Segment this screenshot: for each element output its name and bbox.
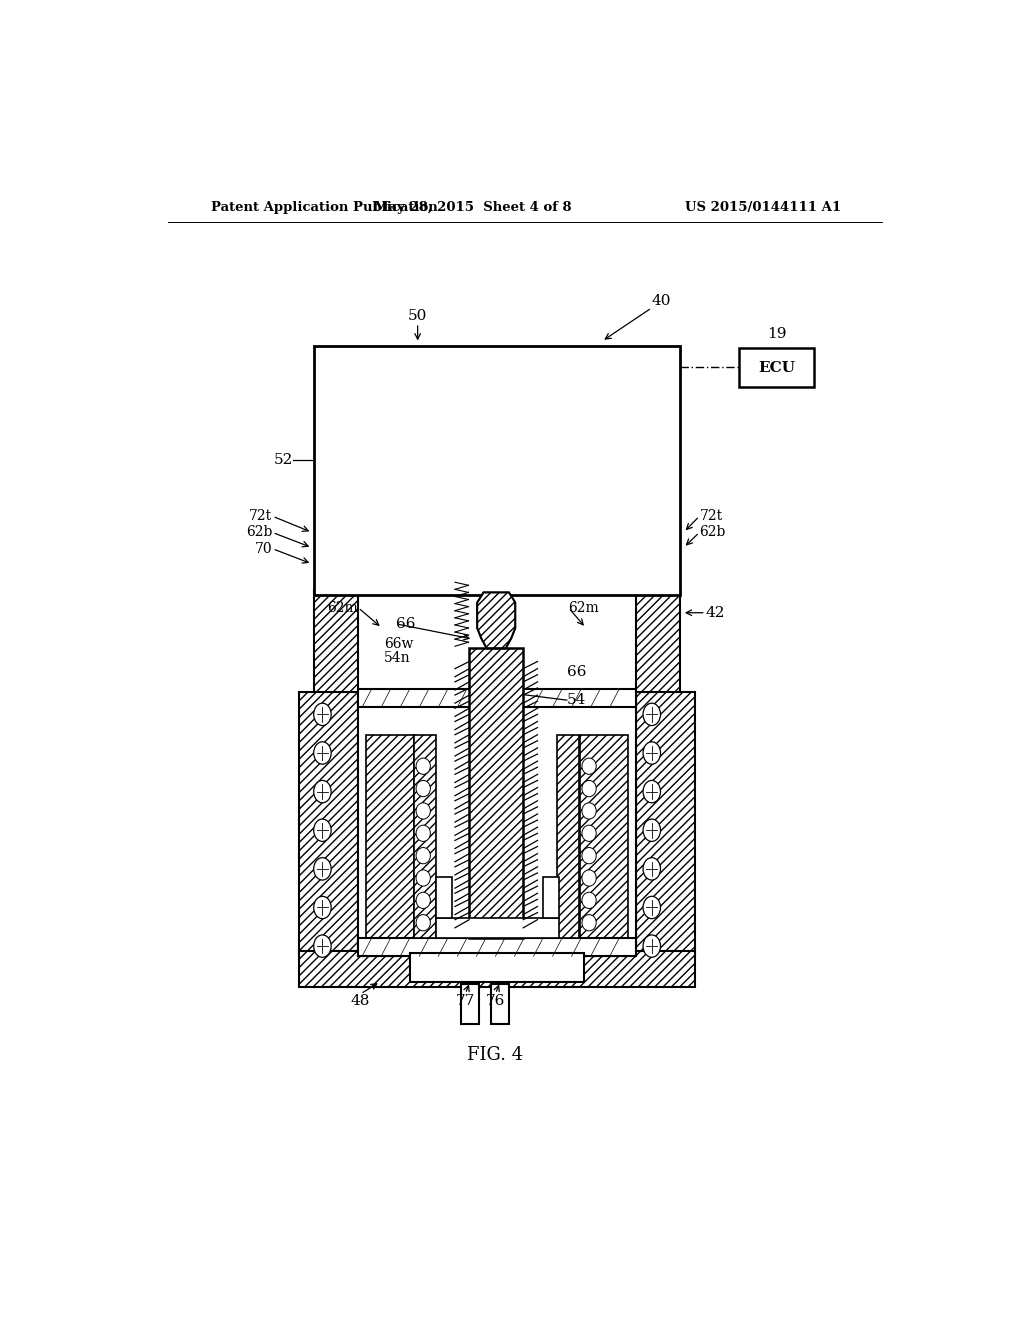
- Text: 66: 66: [567, 665, 587, 678]
- Ellipse shape: [582, 780, 596, 797]
- Bar: [436, 917, 559, 939]
- Text: 62m: 62m: [568, 601, 599, 615]
- Bar: [436, 876, 452, 917]
- Circle shape: [313, 780, 331, 803]
- Circle shape: [643, 896, 660, 919]
- Text: 19: 19: [767, 327, 786, 342]
- Text: 42: 42: [706, 606, 725, 619]
- Ellipse shape: [416, 847, 430, 863]
- Text: 62b: 62b: [246, 525, 272, 540]
- Text: Patent Application Publication: Patent Application Publication: [211, 201, 438, 214]
- Text: 70: 70: [255, 541, 272, 556]
- Bar: [557, 735, 579, 939]
- Bar: [314, 346, 680, 595]
- Bar: [739, 348, 814, 387]
- Ellipse shape: [416, 825, 430, 841]
- Text: 66: 66: [396, 616, 416, 631]
- Text: 54n: 54n: [384, 652, 411, 665]
- Text: 54: 54: [567, 693, 586, 708]
- Text: 76: 76: [485, 994, 505, 1008]
- Ellipse shape: [582, 892, 596, 908]
- Ellipse shape: [582, 803, 596, 818]
- Bar: [358, 689, 636, 708]
- Circle shape: [313, 818, 331, 841]
- Ellipse shape: [416, 780, 430, 797]
- Bar: [492, 983, 509, 1024]
- Ellipse shape: [416, 758, 430, 775]
- Bar: [543, 876, 559, 917]
- Bar: [410, 953, 585, 982]
- Bar: [299, 952, 695, 987]
- Circle shape: [643, 742, 660, 764]
- Circle shape: [313, 704, 331, 726]
- Text: FIG. 4: FIG. 4: [467, 1045, 522, 1064]
- Ellipse shape: [416, 803, 430, 818]
- Text: 62b: 62b: [699, 525, 726, 540]
- Text: ECU: ECU: [758, 360, 796, 375]
- Circle shape: [313, 896, 331, 919]
- Ellipse shape: [582, 825, 596, 841]
- Text: 66w: 66w: [384, 638, 414, 651]
- Bar: [358, 702, 636, 956]
- Ellipse shape: [582, 758, 596, 775]
- Circle shape: [313, 935, 331, 957]
- Text: US 2015/0144111 A1: US 2015/0144111 A1: [685, 201, 841, 214]
- Bar: [299, 692, 358, 956]
- Bar: [367, 735, 414, 939]
- Text: 72t: 72t: [699, 510, 723, 523]
- Text: 40: 40: [652, 294, 672, 308]
- Bar: [314, 590, 358, 708]
- Circle shape: [643, 780, 660, 803]
- Text: 50: 50: [408, 309, 427, 323]
- Circle shape: [643, 704, 660, 726]
- Ellipse shape: [416, 870, 430, 886]
- Circle shape: [313, 742, 331, 764]
- Bar: [636, 692, 695, 956]
- Polygon shape: [477, 593, 515, 648]
- Circle shape: [643, 858, 660, 880]
- Text: 62m: 62m: [328, 601, 358, 615]
- Text: 48: 48: [351, 994, 371, 1008]
- Bar: [414, 735, 436, 939]
- Text: 77: 77: [456, 994, 475, 1008]
- Ellipse shape: [582, 870, 596, 886]
- Ellipse shape: [416, 915, 430, 931]
- Text: May 28, 2015  Sheet 4 of 8: May 28, 2015 Sheet 4 of 8: [375, 201, 572, 214]
- Bar: [461, 983, 479, 1024]
- Circle shape: [643, 818, 660, 841]
- Text: 72t: 72t: [249, 510, 272, 523]
- Ellipse shape: [582, 847, 596, 863]
- Bar: [358, 939, 636, 956]
- Bar: [581, 735, 628, 939]
- Circle shape: [643, 935, 660, 957]
- Bar: [469, 648, 523, 939]
- Circle shape: [313, 858, 331, 880]
- Text: 52: 52: [273, 453, 293, 467]
- Ellipse shape: [582, 915, 596, 931]
- Ellipse shape: [416, 892, 430, 908]
- Bar: [636, 590, 680, 708]
